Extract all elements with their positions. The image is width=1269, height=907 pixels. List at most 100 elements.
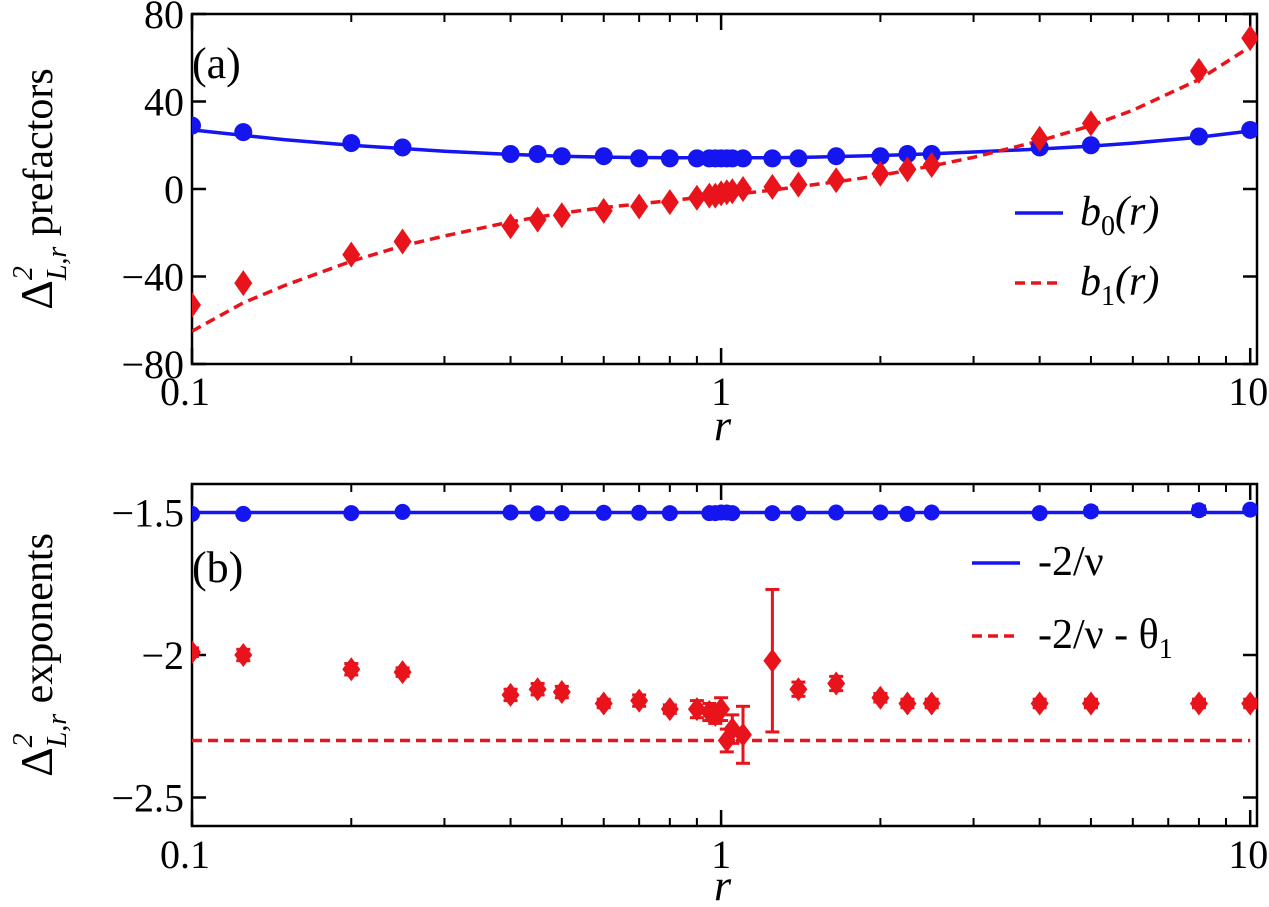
data-point-circle <box>734 149 753 168</box>
x-tick-label: 1 <box>711 832 731 877</box>
data-point-circle <box>764 505 781 522</box>
legend-label-base: b <box>1080 189 1101 235</box>
data-point-circle <box>661 505 678 522</box>
y-tick-label: 40 <box>144 80 184 125</box>
data-point-diamond <box>687 184 706 211</box>
x-tick-label: 10 <box>1228 369 1268 414</box>
panel-label: (b) <box>192 543 243 592</box>
y-tick-label: −2 <box>141 633 184 678</box>
y-tick-label: −80 <box>121 342 184 387</box>
y-axis-label-sup: 2 <box>8 733 39 747</box>
data-point-circle <box>192 505 200 522</box>
data-point-circle <box>595 504 612 521</box>
data-point-diamond <box>528 206 547 233</box>
data-point-diamond <box>192 640 201 665</box>
y-axis-label-sup: 2 <box>8 266 39 280</box>
data-point-diamond <box>1241 691 1257 716</box>
data-point-diamond <box>871 160 890 187</box>
data-point-diamond <box>1081 110 1100 137</box>
data-point-diamond <box>594 197 613 224</box>
data-point-circle <box>342 134 361 153</box>
y-axis-label-sub: L,r <box>42 714 73 749</box>
data-point-diamond <box>630 193 649 220</box>
panel-label: (a) <box>192 39 241 88</box>
legend-label: b0(r) <box>1080 189 1159 242</box>
legend-label-text: -2/ν <box>1038 539 1104 585</box>
x-axis-label: r <box>714 861 732 907</box>
data-point-diamond <box>1189 57 1208 84</box>
data-point-diamond <box>763 648 782 673</box>
data-point-diamond <box>660 189 679 216</box>
data-point-diamond <box>1241 25 1257 52</box>
y-axis-label-text: prefactors <box>16 68 62 246</box>
data-point-circle <box>828 504 845 521</box>
data-point-circle <box>393 138 412 157</box>
y-axis-label-main: Δ <box>11 280 62 310</box>
data-point-circle <box>1081 136 1100 155</box>
data-point-circle <box>630 149 649 168</box>
x-tick-label: 0.1 <box>160 832 210 877</box>
y-axis-label: Δ2 L,r prefactors <box>8 68 73 309</box>
x-axis-label: r <box>714 401 732 450</box>
data-point-circle <box>528 145 547 163</box>
plot-area <box>192 25 1257 333</box>
y-tick-label: −2.5 <box>111 776 184 821</box>
legend-label-sub: 0 <box>1101 211 1115 242</box>
data-point-diamond <box>1189 691 1208 716</box>
data-point-circle <box>899 505 916 522</box>
legend-label-base: b <box>1080 259 1101 305</box>
data-point-diamond <box>734 722 753 747</box>
plot-area <box>192 501 1257 765</box>
data-point-diamond <box>660 697 679 722</box>
legend-label: -2/ν <box>1038 539 1104 585</box>
data-point-diamond <box>922 691 941 716</box>
data-point-diamond <box>192 291 201 318</box>
data-point-diamond <box>687 697 706 722</box>
data-point-circle <box>192 116 201 135</box>
data-point-circle <box>394 503 411 520</box>
data-point-circle <box>789 149 808 168</box>
data-point-circle <box>343 505 360 522</box>
data-point-diamond <box>871 685 890 710</box>
data-point-diamond <box>789 171 808 198</box>
legend-label: -2/ν - θ1 <box>1038 612 1173 665</box>
y-tick-label: 80 <box>144 0 184 37</box>
data-point-diamond <box>342 241 361 268</box>
data-point-circle <box>790 505 807 522</box>
legend-label-text: -2/ν - θ <box>1038 612 1159 658</box>
x-tick-label: 0.1 <box>160 369 210 414</box>
data-point-circle <box>724 505 741 522</box>
data-point-circle <box>923 504 940 521</box>
y-axis-label-main: Δ <box>11 747 62 777</box>
data-point-circle <box>529 505 546 522</box>
data-point-circle <box>1242 501 1257 518</box>
data-point-diamond <box>234 643 253 667</box>
legend-label-sub: 1 <box>1159 634 1173 665</box>
data-point-circle <box>898 145 917 163</box>
legend-label-arg: (r) <box>1115 259 1159 305</box>
data-point-circle <box>631 504 648 521</box>
data-point-diamond <box>898 156 917 183</box>
data-point-circle <box>1082 503 1099 520</box>
data-point-diamond <box>393 228 412 255</box>
data-point-circle <box>552 147 571 166</box>
data-point-diamond <box>234 270 253 297</box>
data-point-diamond <box>827 167 846 194</box>
data-point-diamond <box>898 691 917 716</box>
data-point-circle <box>594 147 613 166</box>
data-point-diamond <box>528 677 547 702</box>
data-point-circle <box>1190 502 1207 519</box>
data-point-diamond <box>789 677 808 702</box>
legend-label-sub: 1 <box>1101 281 1115 312</box>
data-point-circle <box>1031 505 1048 522</box>
y-tick-label: 0 <box>164 167 184 212</box>
data-point-diamond <box>763 173 782 200</box>
data-point-circle <box>687 149 706 168</box>
data-point-circle <box>871 147 890 166</box>
data-point-diamond <box>393 660 412 685</box>
data-point-diamond <box>1030 125 1049 152</box>
data-point-circle <box>502 504 519 521</box>
data-point-circle <box>1241 120 1257 139</box>
